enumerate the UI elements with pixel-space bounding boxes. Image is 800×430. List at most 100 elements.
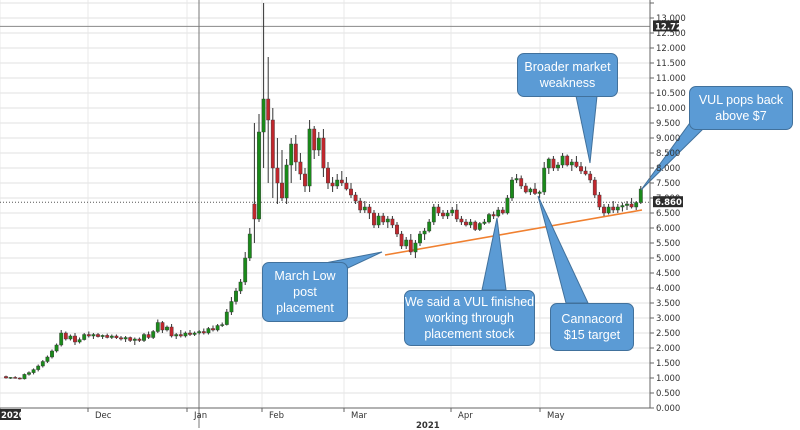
candle <box>381 213 386 225</box>
candle-body <box>4 376 8 379</box>
candle <box>54 343 59 353</box>
candle-body <box>123 337 128 340</box>
candle-body <box>335 179 340 187</box>
candle <box>82 333 87 341</box>
candle-body <box>114 335 119 338</box>
candle-body <box>514 178 519 181</box>
candle <box>197 330 202 335</box>
candle-body <box>592 179 597 196</box>
callout-march-low-text: March Low post placement <box>274 269 336 315</box>
y-axis: 0.000 0.500 1.000 1.500 2.000 2.500 3.000 3.500… <box>649 0 686 414</box>
candle-body <box>560 155 565 166</box>
candle <box>551 156 556 171</box>
callout-broader-market-text: Broader market weakness <box>524 60 611 90</box>
candle-body <box>510 179 514 199</box>
candle-body <box>482 221 487 224</box>
candle <box>606 204 611 215</box>
candle-body <box>408 239 413 253</box>
candle-body <box>638 188 643 203</box>
candle-body <box>105 335 110 338</box>
candle-body <box>160 322 165 331</box>
y-tick-label: 7.500 <box>656 179 680 189</box>
candle-body <box>326 167 330 184</box>
candle <box>220 322 225 327</box>
candle <box>36 364 41 372</box>
candle-body <box>441 212 445 217</box>
candle <box>523 183 528 194</box>
candle <box>4 375 8 379</box>
candle <box>17 377 22 380</box>
candle <box>183 331 188 338</box>
candle <box>597 192 602 210</box>
candle <box>91 333 96 339</box>
candle-body <box>597 194 602 208</box>
candle <box>160 321 165 333</box>
candle <box>284 159 289 204</box>
candle <box>422 228 427 240</box>
candle <box>625 201 629 210</box>
candle <box>510 177 514 201</box>
y-tick-label: 8.000 <box>656 164 680 174</box>
candle-body <box>303 173 307 187</box>
candle <box>303 168 307 192</box>
candle-body <box>22 374 27 380</box>
candle <box>339 171 344 186</box>
candle <box>188 330 192 336</box>
candle-body <box>234 290 238 302</box>
candle <box>211 325 215 332</box>
candle <box>496 207 501 218</box>
candle-body <box>201 331 206 334</box>
candle <box>169 324 174 338</box>
candle <box>128 336 133 342</box>
candle <box>224 309 229 326</box>
reference-lines <box>0 0 650 428</box>
candle <box>252 123 257 243</box>
candle-body <box>77 339 82 343</box>
candle <box>519 175 524 189</box>
candle-body <box>50 350 54 358</box>
candle <box>312 126 317 159</box>
candle <box>234 288 238 305</box>
candle <box>579 162 583 174</box>
price-tag: 6.860 <box>655 198 682 208</box>
candle <box>344 177 349 191</box>
candle-body <box>197 331 202 334</box>
candle <box>500 207 505 215</box>
candle <box>280 150 284 201</box>
candle-body <box>454 209 459 220</box>
x-tick-label: Apr <box>458 411 473 421</box>
candle <box>629 198 634 209</box>
candle-body <box>174 334 179 337</box>
candle <box>634 201 639 210</box>
candle-body <box>229 301 234 313</box>
candle-body <box>565 155 570 166</box>
y-tick-label: 11.500 <box>656 59 686 69</box>
candle-body <box>100 335 105 337</box>
y-tick-label: 12.500 <box>656 29 686 39</box>
candle-body <box>109 335 114 338</box>
candle <box>537 190 542 198</box>
candle-body <box>358 200 363 211</box>
candle-body <box>298 161 303 175</box>
candle <box>146 331 151 339</box>
candle-body <box>606 206 611 214</box>
y-tick-label: 10.500 <box>656 89 686 99</box>
y-tick-label: 5.500 <box>656 239 680 249</box>
candle <box>385 216 390 228</box>
candle-body <box>477 223 482 230</box>
candle-body <box>436 206 441 214</box>
candle <box>615 204 620 213</box>
candle-body <box>431 206 436 223</box>
candle-body <box>252 203 257 220</box>
callout-cannacord: Cannacord $15 target <box>550 303 634 351</box>
candle <box>358 198 363 213</box>
candle <box>326 162 330 189</box>
candle <box>123 336 128 342</box>
candle <box>63 331 68 341</box>
candle-body <box>579 166 583 172</box>
candle-body <box>224 311 229 325</box>
candle <box>583 166 588 176</box>
candle-body <box>128 337 133 341</box>
candle <box>201 328 206 335</box>
candle-body <box>399 233 404 247</box>
